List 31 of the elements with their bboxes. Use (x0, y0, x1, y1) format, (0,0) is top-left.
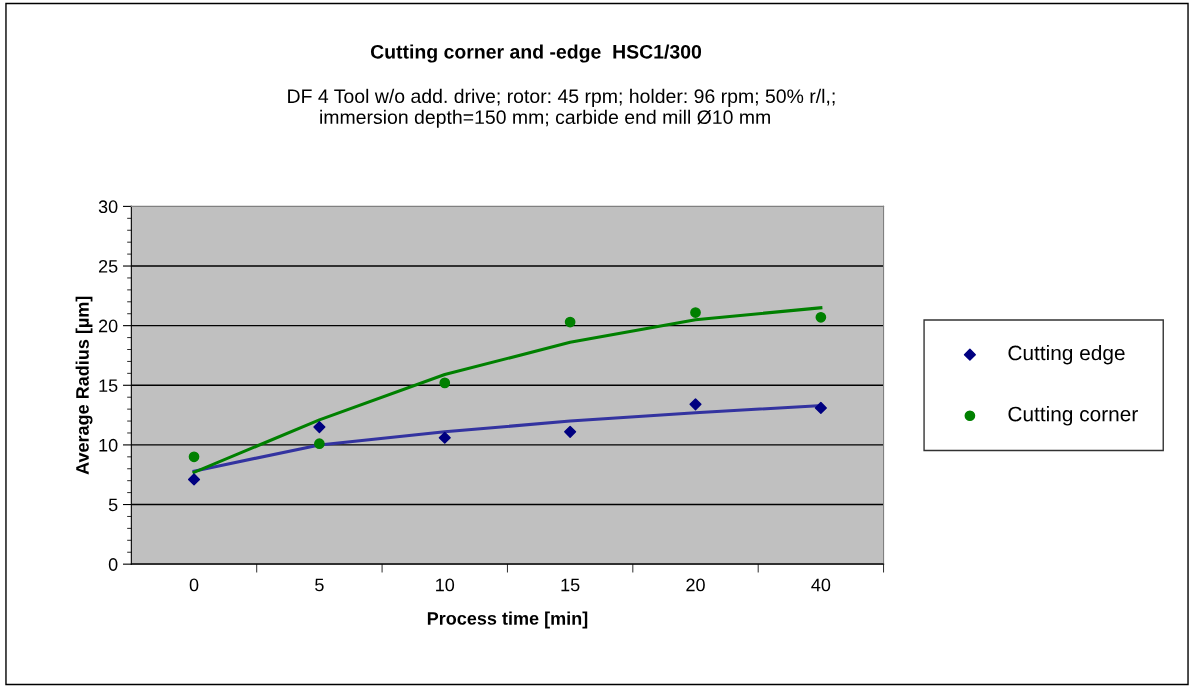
point (187, 473, 201, 486)
point (313, 420, 326, 434)
point (439, 377, 451, 389)
y-axis-title: Average Radius [µm] (75, 296, 93, 475)
point (564, 316, 576, 328)
x-tick-label: 5 (315, 578, 324, 592)
x-tick-label: 15 (561, 578, 580, 592)
y-tick-label: 20 (98, 319, 118, 333)
point (690, 307, 701, 318)
x-tick-label: 20 (686, 578, 705, 592)
x-tick-label: 0 (189, 578, 199, 592)
y-tick-label: 0 (108, 558, 118, 571)
chart-title: Cutting corner and -edge HSC1/300 (370, 44, 702, 63)
y-tick-label: 15 (99, 379, 118, 392)
point (314, 438, 325, 450)
point (689, 398, 702, 411)
y-tick-label: 10 (99, 438, 118, 452)
y-tick-label: 25 (98, 259, 118, 273)
y-tick-label: 30 (98, 200, 118, 214)
y-tick-label: 5 (108, 498, 118, 512)
point (814, 401, 827, 415)
chart-subtitle: DF 4 Tool w/o add. drive; rotor: 45 rpm; holder: 96 rpm; 50% r/l,; immersion depth=150 mm; carbide end mill Ø10 mm (288, 88, 835, 128)
point (564, 425, 577, 438)
point (188, 451, 200, 463)
legend-label: Cutting edge (1008, 345, 1125, 365)
x-axis-title: Process time [min] (427, 611, 588, 629)
legend-label: Cutting corner (1008, 406, 1138, 426)
x-tick-label: 10 (436, 578, 455, 592)
point (815, 311, 827, 323)
x-tick-label: 40 (811, 578, 831, 592)
point (438, 431, 451, 444)
